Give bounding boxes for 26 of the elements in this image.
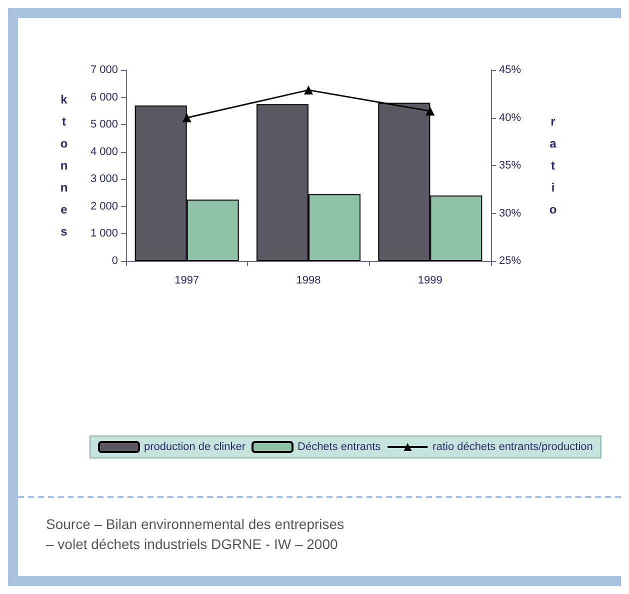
point <box>182 113 192 122</box>
y2-axis-title: ratio <box>549 114 557 216</box>
y-tick-label: 7 000 <box>90 64 118 76</box>
y-tick-label: 0 <box>112 255 118 267</box>
y2-tick-label: 40% <box>499 112 522 124</box>
y-tick-label: 6 000 <box>90 91 118 104</box>
legend-label: ratio déchets entrants/production <box>432 441 593 453</box>
legend-label: Déchets entrants <box>298 441 382 453</box>
y2-tick-label: 30% <box>499 207 522 220</box>
legend-label: production de clinker <box>144 441 246 453</box>
y2-tick-label: 35% <box>499 160 522 172</box>
source-note: Source – Bilan environnemental des entreprises <box>46 515 346 534</box>
y-tick-label: 4 000 <box>90 146 118 158</box>
y-axis-title: ktonnes <box>60 92 68 238</box>
text: – volet déchets industriels DGRNE - IW – 2000 <box>46 535 339 554</box>
y-tick-label: 3 000 <box>90 173 118 186</box>
x-tick-label: 1997 <box>174 274 200 286</box>
y-tick-label: 1 000 <box>90 228 118 240</box>
y-tick-label: 2 000 <box>90 200 118 212</box>
x-tick-label: 1999 <box>418 274 442 286</box>
point <box>426 106 435 116</box>
y2-tick-label: 25% <box>499 255 522 267</box>
x-tick-label: 1998 <box>296 274 321 286</box>
y2-tick-label: 45% <box>499 64 522 76</box>
point <box>304 86 313 95</box>
y-tick-label: 5 000 <box>90 118 118 131</box>
